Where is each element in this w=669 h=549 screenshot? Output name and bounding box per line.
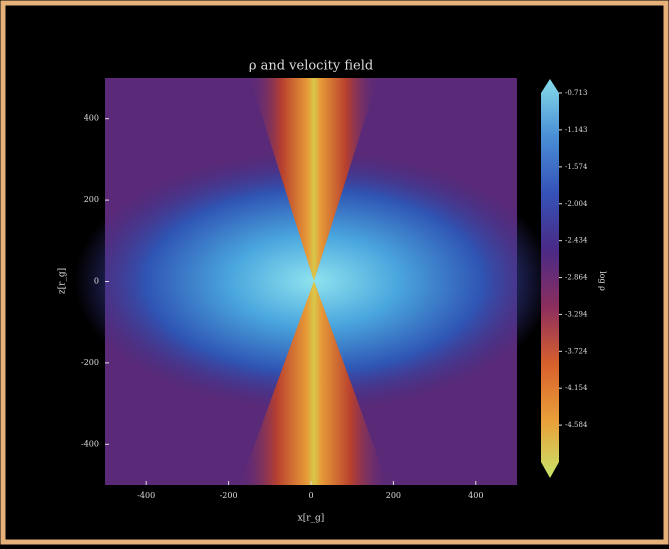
colorbar-tick-label: -2.004 bbox=[565, 200, 588, 208]
x-tick-label: 0 bbox=[308, 491, 313, 500]
colorbar-tick-label: -2.864 bbox=[565, 274, 588, 282]
x-axis-label: x[r_g] bbox=[298, 514, 325, 524]
y-axis-label: z[r_g] bbox=[58, 268, 68, 294]
figure: ρ and velocity field x[r_g] z[r_g] log ρ… bbox=[0, 0, 669, 545]
colorbar bbox=[541, 79, 559, 478]
colorbar-tick-label: -0.713 bbox=[565, 89, 587, 97]
colorbar-tick-label: -3.294 bbox=[565, 310, 588, 318]
colorbar-tick-label: -2.434 bbox=[565, 237, 588, 245]
y-tick-label: -200 bbox=[81, 358, 99, 367]
colorbar-tick-label: -3.724 bbox=[565, 347, 588, 355]
colorbar-tick-label: -4.584 bbox=[565, 421, 588, 429]
x-tick-label: -200 bbox=[220, 491, 238, 500]
plot-area bbox=[74, 78, 554, 485]
y-tick-label: -400 bbox=[81, 439, 99, 448]
x-tick-label: 400 bbox=[468, 491, 483, 500]
colorbar-label: log ρ bbox=[598, 271, 607, 291]
colorbar-tick-label: -1.143 bbox=[565, 126, 587, 134]
chart-title: ρ and velocity field bbox=[249, 59, 373, 74]
colorbar-tick-label: -4.154 bbox=[565, 384, 588, 392]
y-tick-label: 200 bbox=[84, 195, 99, 204]
x-tick-label: 200 bbox=[386, 491, 401, 500]
x-tick-label: -400 bbox=[137, 491, 155, 500]
colorbar-tick-label: -1.574 bbox=[565, 163, 588, 171]
y-tick-label: 400 bbox=[84, 114, 99, 123]
y-tick-label: 0 bbox=[94, 277, 99, 286]
